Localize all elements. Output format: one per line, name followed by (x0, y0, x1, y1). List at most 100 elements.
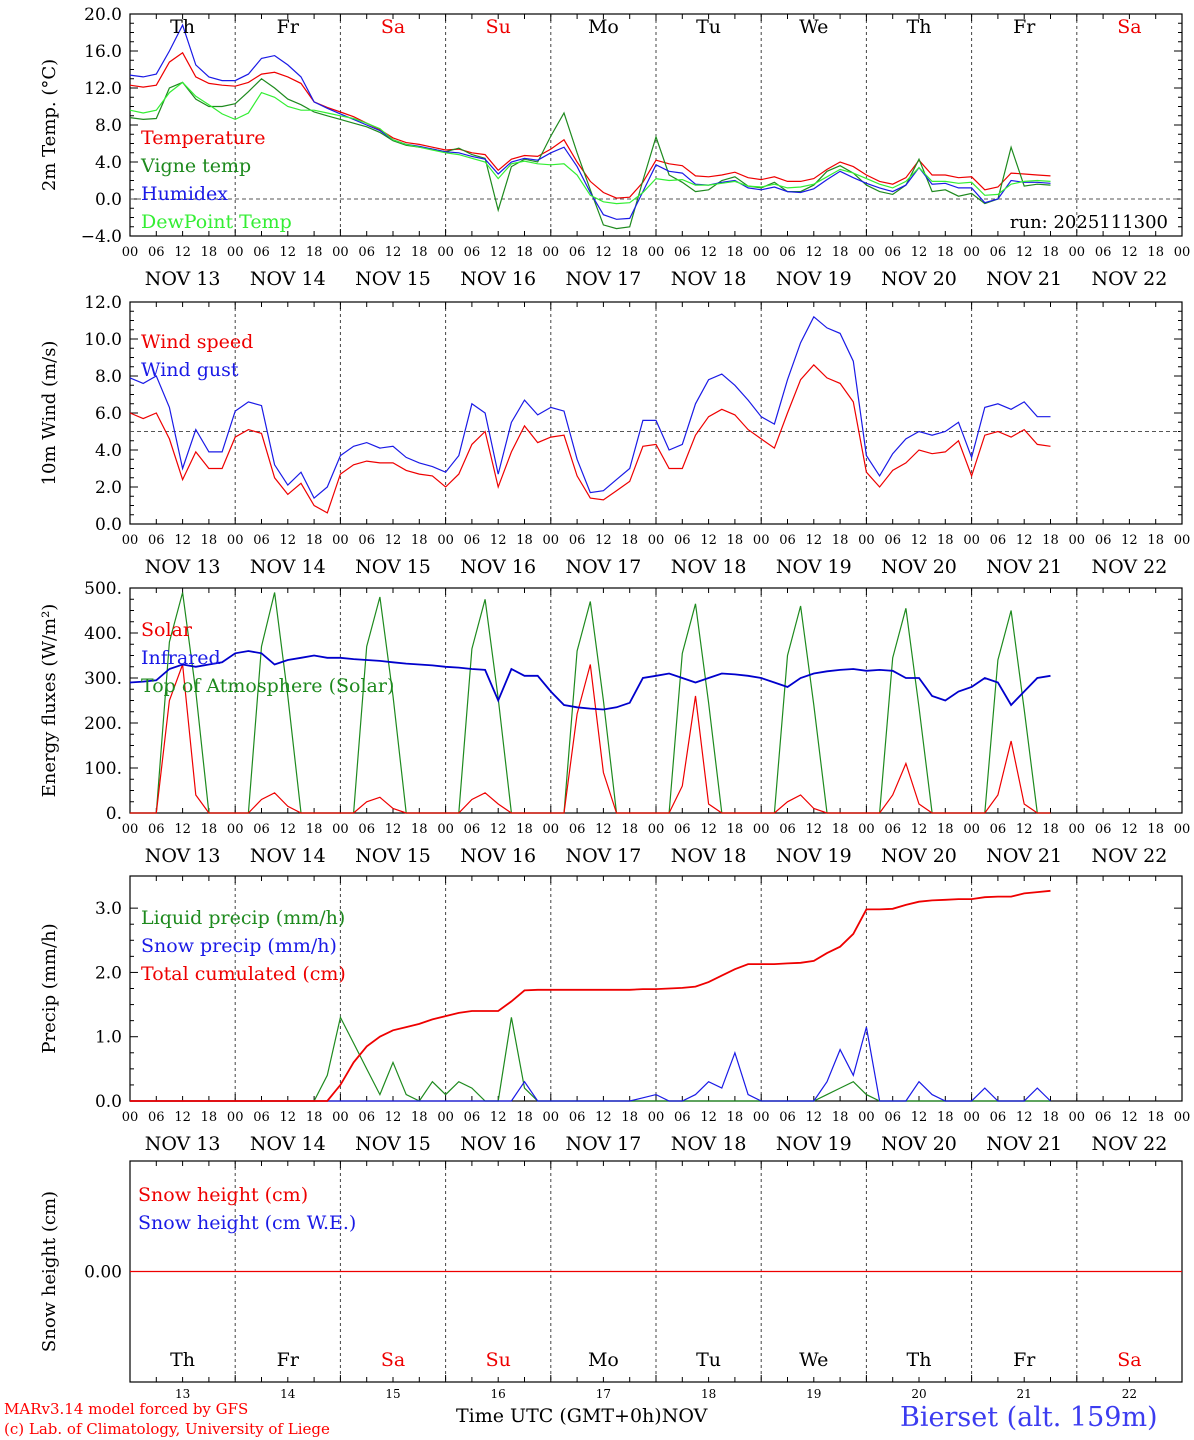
weekday-label: Sa (1117, 16, 1141, 38)
hour-tick-label: 18 (937, 822, 954, 837)
hour-tick-label: 12 (174, 822, 191, 837)
hour-tick-label: 12 (806, 822, 823, 837)
hour-tick-label: 06 (990, 822, 1007, 837)
legend-entry: Total cumulated (cm) (141, 963, 346, 985)
hour-tick-label: 18 (1147, 1110, 1164, 1125)
weekday-label: Th (907, 1349, 932, 1371)
y-tick-label: 0.0 (95, 515, 122, 535)
date-label: NOV 17 (565, 1133, 641, 1155)
date-label: NOV 22 (1091, 845, 1167, 867)
y-tick-label: 12.0 (84, 293, 122, 313)
hour-tick-label: 00 (858, 1110, 875, 1125)
series-line-snow-precip-mm-h- (130, 1026, 1051, 1102)
legend-entry: Snow height (cm) (138, 1184, 308, 1206)
y-tick-label: 20.0 (84, 5, 122, 25)
hour-tick-label: 00 (1174, 533, 1191, 548)
date-label: NOV 22 (1091, 268, 1167, 290)
y-tick-label: 0. (106, 804, 122, 824)
hour-tick-label: 12 (385, 245, 402, 260)
weekday-label: Th (170, 1349, 195, 1371)
hour-tick-label: 00 (648, 1110, 665, 1125)
y-tick-label: 0.0 (95, 1092, 122, 1112)
hour-tick-label: 18 (306, 245, 323, 260)
hour-tick-label: 00 (227, 1110, 244, 1125)
hour-tick-label: 06 (1095, 1110, 1112, 1125)
day-number-label: 20 (911, 1387, 926, 1401)
hour-tick-label: 18 (621, 245, 638, 260)
hour-tick-label: 06 (884, 822, 901, 837)
date-label: NOV 21 (986, 845, 1062, 867)
run-label: run: 2025111300 (1010, 212, 1168, 233)
legend-entry: Snow height (cm W.E.) (138, 1212, 356, 1234)
hour-tick-label: 12 (806, 245, 823, 260)
hour-tick-label: 18 (306, 533, 323, 548)
day-number-label: 16 (491, 1387, 506, 1401)
date-label: NOV 20 (881, 268, 957, 290)
hour-tick-label: 06 (674, 533, 691, 548)
y-tick-label: −4.0 (81, 227, 122, 247)
hour-tick-label: 00 (858, 533, 875, 548)
hour-tick-label: 00 (437, 245, 454, 260)
day-number-label: 17 (596, 1387, 611, 1401)
weekday-label: Mo (588, 16, 619, 38)
hour-tick-label: 06 (358, 533, 375, 548)
series-line-total-cumulated-cm- (130, 889, 1051, 1102)
series-line-liquid-precip-mm-h- (130, 1015, 1051, 1102)
hour-tick-label: 12 (280, 533, 297, 548)
hour-tick-label: 06 (569, 1110, 586, 1125)
hour-tick-label: 12 (385, 1110, 402, 1125)
date-label: NOV 19 (776, 556, 852, 578)
hour-tick-label: 00 (122, 822, 139, 837)
hour-tick-label: 00 (858, 822, 875, 837)
hour-tick-label: 00 (963, 533, 980, 548)
weekday-label: We (799, 16, 828, 38)
day-number-label: 22 (1122, 1387, 1137, 1401)
hour-tick-label: 12 (1121, 245, 1138, 260)
hour-tick-label: 12 (806, 1110, 823, 1125)
weekday-label: Fr (1013, 1349, 1036, 1371)
hour-tick-label: 06 (464, 822, 481, 837)
hour-tick-label: 12 (1016, 245, 1033, 260)
hour-tick-label: 00 (963, 822, 980, 837)
series-line-wind-gust (129, 315, 1051, 500)
y-axis-label: Energy fluxes (W/m²) (39, 604, 60, 798)
date-label: NOV 15 (355, 556, 431, 578)
y-tick-label: 400. (84, 624, 122, 644)
hour-tick-label: 06 (884, 245, 901, 260)
weekday-label: Su (486, 1349, 511, 1371)
hour-tick-label: 06 (779, 822, 796, 837)
model-credit: MARv3.14 model forced by GFS (4, 1400, 249, 1418)
weekday-label: Fr (1013, 16, 1036, 38)
hour-tick-label: 18 (411, 822, 428, 837)
hour-tick-label: 12 (1121, 1110, 1138, 1125)
hour-tick-label: 00 (963, 1110, 980, 1125)
y-tick-label: 200. (84, 714, 122, 734)
hour-tick-label: 06 (148, 533, 165, 548)
hour-tick-label: 00 (858, 245, 875, 260)
date-label: NOV 19 (776, 1133, 852, 1155)
hour-tick-label: 06 (148, 245, 165, 260)
time-label: Time UTC (GMT+0h) (456, 1405, 662, 1427)
y-tick-label: 100. (84, 759, 122, 779)
date-label: NOV 16 (460, 1133, 536, 1155)
hour-tick-label: 06 (674, 822, 691, 837)
y-tick-label: 16.0 (84, 42, 122, 62)
hour-tick-label: 12 (595, 533, 612, 548)
day-number-label: 21 (1017, 1387, 1032, 1401)
hour-tick-label: 00 (1069, 822, 1086, 837)
legend-entry: Infrared (141, 647, 221, 669)
legend-entry: Humidex (141, 183, 228, 205)
hour-tick-label: 12 (1016, 1110, 1033, 1125)
hour-tick-label: 18 (411, 245, 428, 260)
hour-tick-label: 18 (621, 1110, 638, 1125)
day-number-label: 13 (175, 1387, 190, 1401)
hour-tick-label: 06 (464, 245, 481, 260)
date-label: NOV 16 (460, 556, 536, 578)
hour-tick-label: 00 (332, 822, 349, 837)
hour-tick-label: 18 (201, 1110, 218, 1125)
hour-tick-label: 18 (411, 1110, 428, 1125)
y-tick-label: 1.0 (95, 1028, 122, 1048)
hour-tick-label: 18 (1147, 245, 1164, 260)
date-label: NOV 14 (250, 268, 326, 290)
